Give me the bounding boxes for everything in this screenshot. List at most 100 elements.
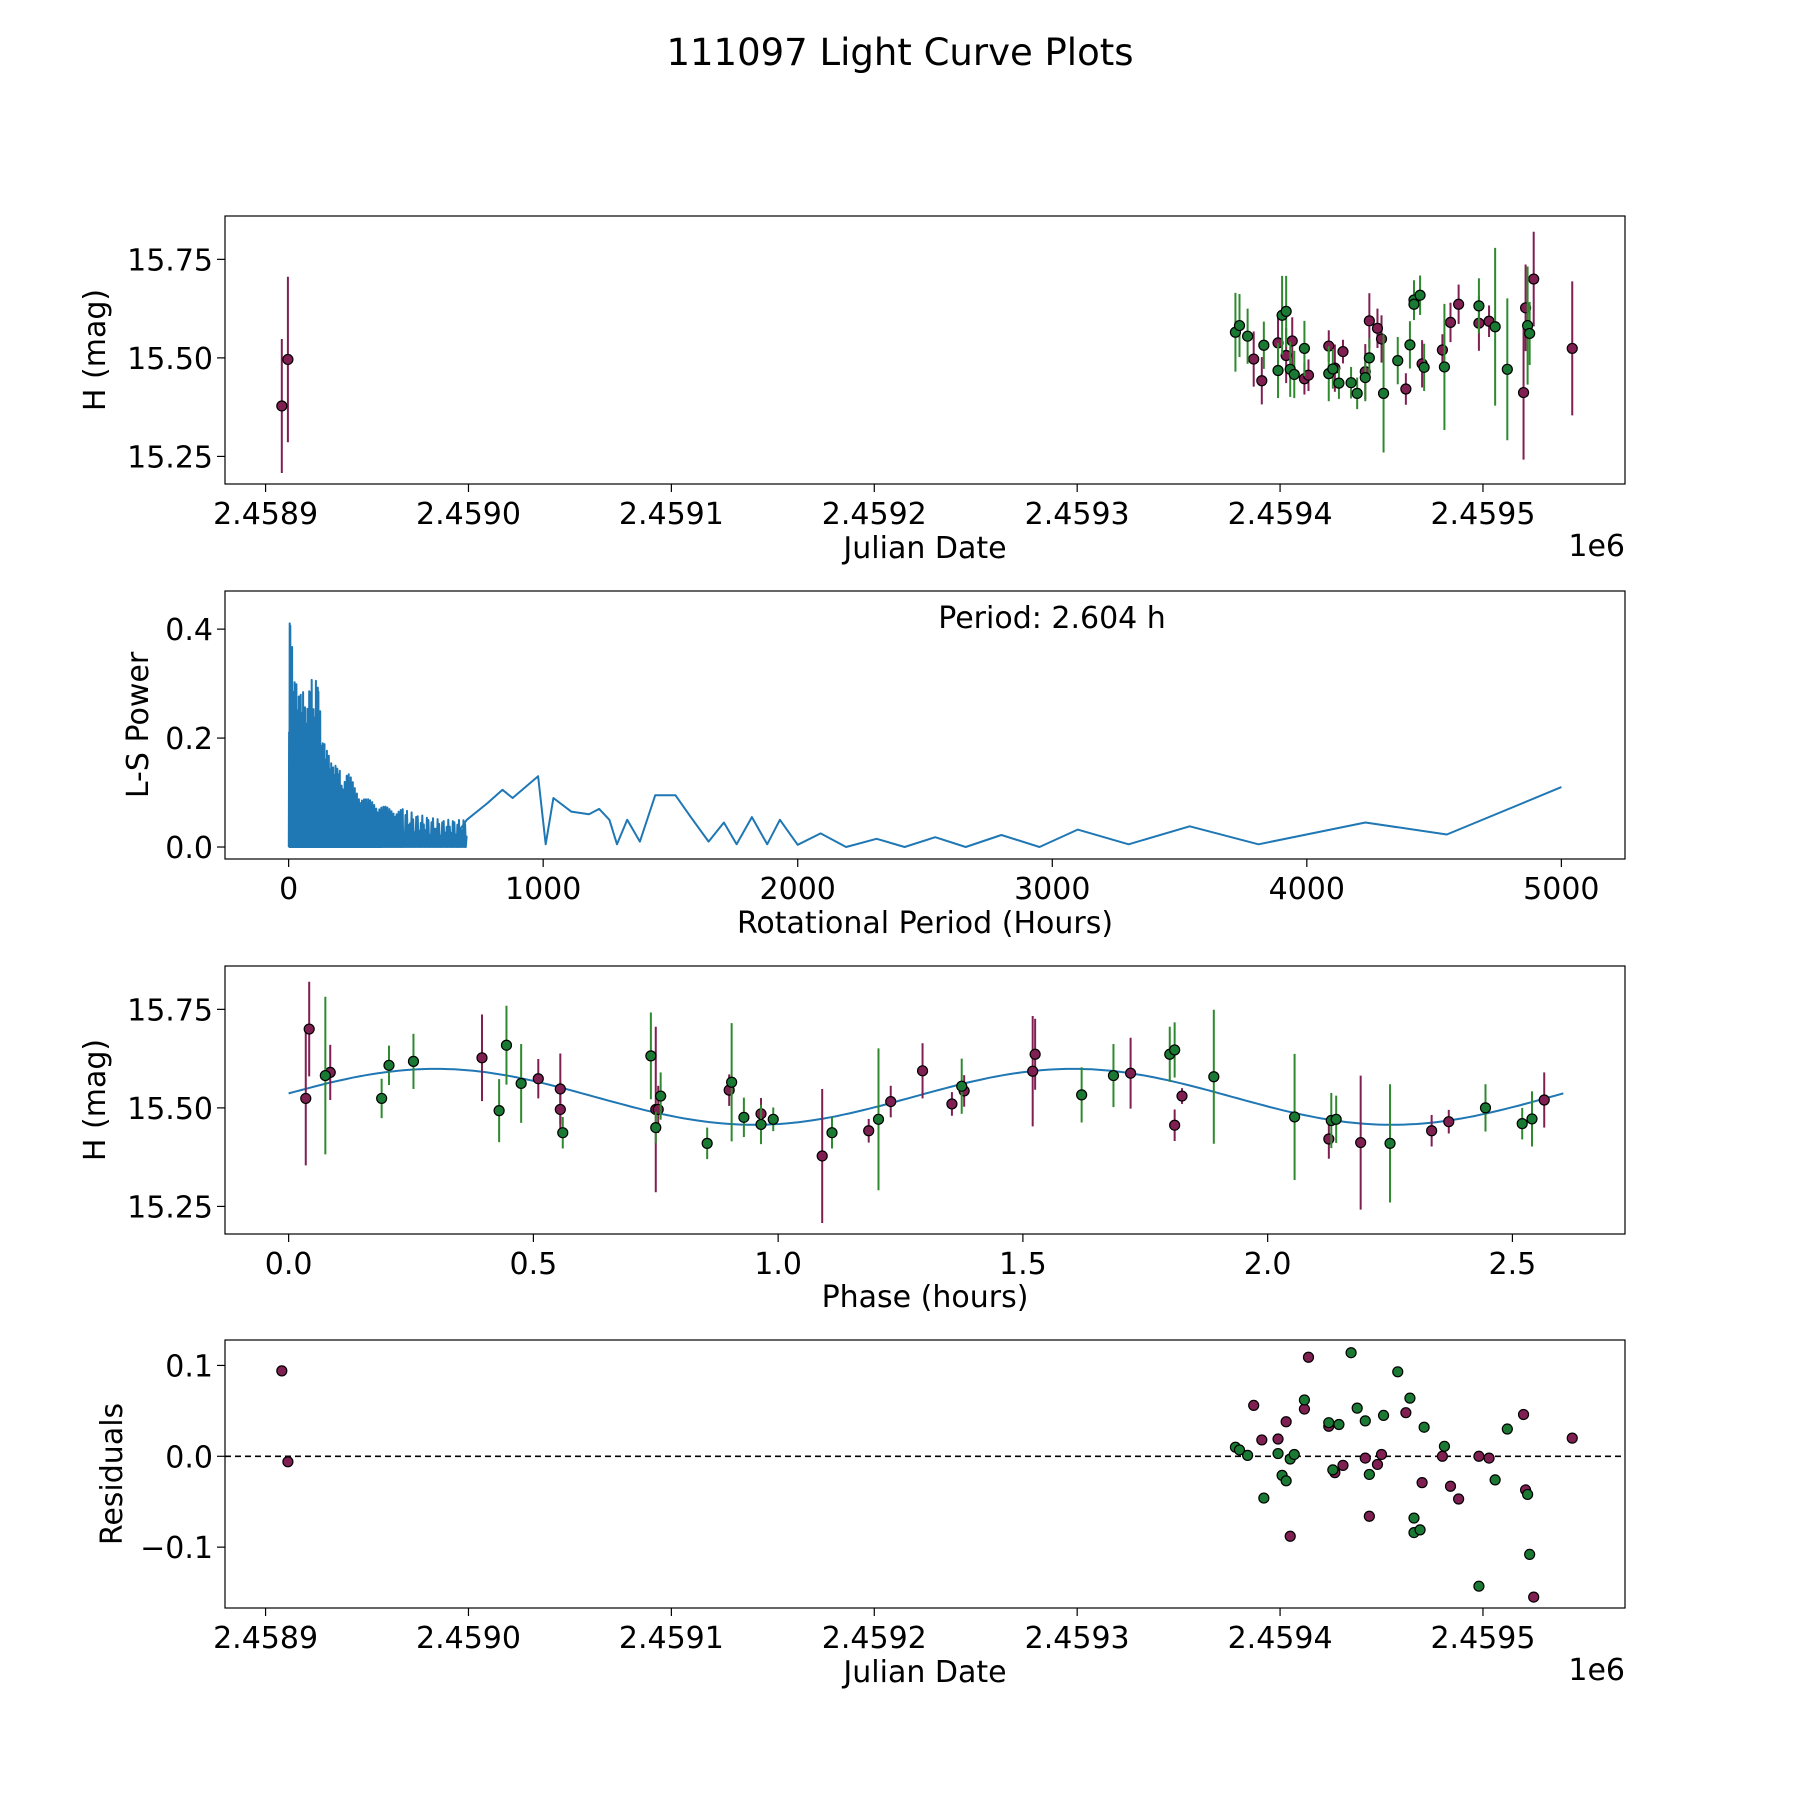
phased-point-green	[650, 1121, 662, 1134]
lightcurve-point-magenta	[1444, 316, 1457, 329]
residuals-xtick-label: 2.4589	[213, 1621, 318, 1656]
phased-ytick-label: 15.25	[127, 1190, 213, 1225]
phased-point-magenta	[1443, 1116, 1455, 1128]
residuals-point-magenta	[276, 1365, 288, 1377]
periodogram-xlabel: Rotational Period (Hours)	[737, 906, 1113, 941]
residuals-point-green	[1501, 1423, 1513, 1435]
phased-point-green	[500, 1039, 513, 1051]
phased-point-green	[956, 1080, 968, 1092]
residuals-xtick-label: 2.4592	[822, 1621, 927, 1656]
lightcurve-point-green	[1392, 355, 1404, 367]
residuals-point-magenta	[1363, 1510, 1375, 1522]
phased-point-green	[1107, 1069, 1120, 1082]
lightcurve-xtick-label: 2.4594	[1228, 497, 1333, 532]
residuals-xtick-label: 2.4591	[619, 1621, 724, 1656]
residuals-xtick-label: 2.4593	[1025, 1621, 1130, 1656]
periodogram-panel: 0 1000 2000 3000 4000 5000 0.0 0.2 0.4 Period: 2…	[121, 590, 1626, 941]
residuals-point-green	[1414, 1524, 1426, 1536]
phased-xtick-label: 0.5	[510, 1247, 558, 1282]
residuals-point-magenta	[1453, 1493, 1465, 1505]
phased-model-line	[288, 1067, 1564, 1126]
periodogram-annotation: Period: 2.604 h	[938, 601, 1166, 636]
residuals-point-green	[1438, 1440, 1451, 1452]
residuals-point-green	[1359, 1415, 1371, 1427]
phased-point-magenta	[1355, 1136, 1367, 1149]
phased-point-magenta	[1538, 1094, 1550, 1106]
phased-xtick-label: 2.5	[1489, 1247, 1537, 1282]
phased-xtick-label: 0.0	[265, 1247, 313, 1282]
lightcurve-xtick-label: 2.4591	[619, 497, 724, 532]
residuals-point-magenta	[1444, 1480, 1457, 1492]
residuals-point-magenta	[1528, 1591, 1540, 1603]
lightcurve-point-magenta	[1363, 315, 1375, 327]
lightcurve-point-green	[1418, 361, 1430, 373]
lightcurve-ytick-label: 15.25	[127, 440, 213, 475]
phased-point-green	[726, 1076, 738, 1088]
phased-point-green	[1208, 1071, 1220, 1083]
lightcurve-point-green	[1288, 368, 1300, 381]
lightcurve-point-magenta	[1248, 353, 1260, 365]
residuals-point-magenta	[1400, 1407, 1412, 1419]
residuals-xtick-label: 2.4595	[1430, 1621, 1535, 1656]
phased-point-green	[515, 1077, 527, 1090]
residuals-point-green	[1351, 1402, 1363, 1414]
phased-point-green	[1526, 1113, 1538, 1125]
lightcurve-xtick-label: 2.4595	[1430, 497, 1535, 532]
phased-point-green	[1479, 1102, 1492, 1114]
residuals-point-green	[1524, 1548, 1536, 1561]
figure-title: 111097 Light Curve Plots	[666, 31, 1133, 74]
residuals-point-magenta	[1436, 1450, 1448, 1462]
lightcurve-point-magenta	[1256, 375, 1268, 387]
lightcurve-point-magenta	[1453, 298, 1465, 310]
phased-point-magenta	[1124, 1067, 1137, 1079]
phased-point-green	[493, 1105, 505, 1117]
residuals-point-green	[1272, 1447, 1284, 1460]
residuals-point-magenta	[282, 1456, 294, 1468]
residuals-offset-label: 1e6	[1568, 1653, 1625, 1688]
periodogram-xtick-label: 1000	[505, 872, 581, 907]
residuals-point-green	[1404, 1392, 1416, 1404]
residuals-ytick-label: 0.1	[165, 1349, 213, 1384]
lightcurve-point-green	[1404, 339, 1416, 351]
lightcurve-xtick-label: 2.4589	[213, 497, 318, 532]
residuals-xlabel: Julian Date	[841, 1655, 1006, 1690]
lightcurve-point-green	[1377, 387, 1390, 399]
lightcurve-point-green	[1363, 352, 1375, 364]
residuals-point-green	[1345, 1347, 1357, 1359]
residuals-point-green	[1363, 1468, 1375, 1481]
lightcurve-point-green	[1408, 298, 1420, 310]
periodogram-axes-frame	[224, 590, 1626, 860]
periodogram-ytick-label: 0.0	[165, 831, 213, 866]
phased-panel: 0.0 0.5 1.0 1.5 2.0 2.5 15.25 15.50 15.75 Phase …	[78, 965, 1626, 1315]
residuals-point-green	[1377, 1409, 1390, 1422]
phased-ytick-label: 15.50	[127, 1092, 213, 1127]
phased-point-magenta	[863, 1125, 875, 1137]
phased-marks	[288, 981, 1564, 1223]
lightcurve-point-magenta	[1517, 386, 1530, 399]
lightcurve-point-magenta	[1375, 333, 1388, 345]
phased-point-green	[1384, 1137, 1396, 1149]
residuals-xtick-label: 2.4594	[1228, 1621, 1333, 1656]
residuals-xtick-label: 2.4590	[416, 1621, 521, 1656]
residuals-point-green	[1298, 1394, 1311, 1406]
phased-ylabel: H (mag)	[78, 1039, 113, 1161]
residuals-point-magenta	[1566, 1432, 1578, 1444]
phased-point-magenta	[1323, 1133, 1335, 1145]
periodogram-xtick-label: 5000	[1523, 872, 1599, 907]
phased-point-magenta	[1027, 1065, 1039, 1077]
lightcurve-point-green	[1501, 363, 1513, 375]
phased-point-magenta	[816, 1150, 828, 1162]
lightcurve-axes-frame	[224, 215, 1626, 485]
phased-point-magenta	[885, 1095, 897, 1108]
phased-point-magenta	[554, 1103, 566, 1116]
phased-point-green	[738, 1111, 750, 1123]
lightcurve-panel: 2.4589 2.4590 2.4591 2.4592 2.4593 2.4594 2.45…	[78, 215, 1626, 566]
lightcurve-point-green	[1272, 364, 1284, 377]
phased-point-magenta	[554, 1083, 566, 1095]
periodogram-ytick-label: 0.2	[165, 722, 213, 757]
residuals-point-green	[1327, 1464, 1339, 1476]
lightcurve-offset-label: 1e6	[1568, 529, 1625, 564]
residuals-point-magenta	[1280, 1416, 1292, 1428]
periodogram-line	[287, 622, 1562, 848]
